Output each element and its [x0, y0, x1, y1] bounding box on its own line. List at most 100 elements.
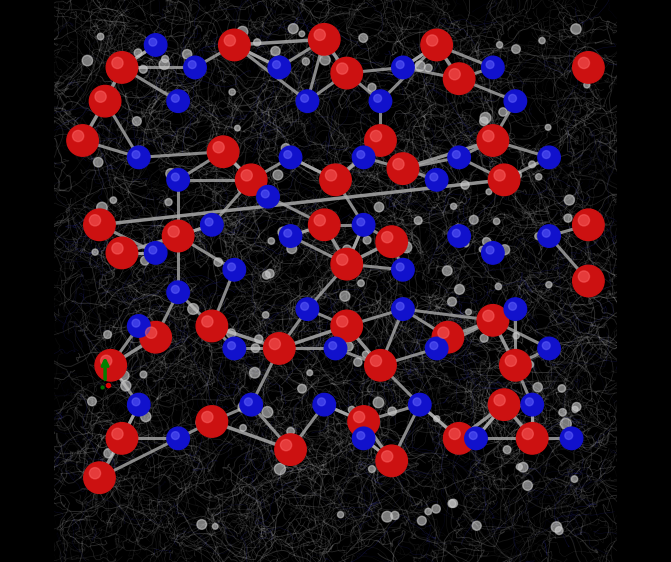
Circle shape [401, 242, 412, 253]
Circle shape [488, 389, 520, 420]
Circle shape [189, 61, 196, 69]
Circle shape [538, 225, 560, 247]
Circle shape [320, 55, 330, 65]
Circle shape [382, 136, 394, 147]
Circle shape [388, 407, 397, 415]
Circle shape [454, 284, 464, 294]
Circle shape [578, 271, 590, 282]
Circle shape [365, 125, 396, 156]
Circle shape [525, 398, 533, 406]
Circle shape [168, 226, 179, 237]
Circle shape [241, 170, 252, 181]
Circle shape [423, 43, 429, 49]
Circle shape [548, 230, 556, 238]
Circle shape [278, 227, 288, 237]
Circle shape [480, 117, 488, 125]
Circle shape [480, 112, 491, 123]
Circle shape [92, 249, 98, 255]
Circle shape [309, 209, 340, 241]
Circle shape [95, 350, 126, 381]
Circle shape [442, 266, 452, 275]
Circle shape [215, 317, 226, 328]
Circle shape [110, 197, 117, 203]
Circle shape [171, 173, 179, 181]
Circle shape [482, 130, 494, 142]
Circle shape [262, 406, 273, 418]
Circle shape [271, 47, 280, 56]
Circle shape [238, 185, 244, 192]
Circle shape [359, 34, 368, 42]
Circle shape [324, 337, 347, 360]
Circle shape [101, 355, 112, 366]
Circle shape [529, 161, 535, 168]
Circle shape [505, 355, 517, 366]
Circle shape [331, 248, 362, 280]
Circle shape [89, 85, 121, 117]
Circle shape [358, 280, 364, 287]
Circle shape [415, 61, 425, 71]
Circle shape [301, 94, 309, 102]
Circle shape [257, 185, 279, 208]
Circle shape [274, 464, 285, 475]
Circle shape [144, 34, 167, 56]
Circle shape [448, 500, 456, 507]
Circle shape [202, 411, 213, 423]
Circle shape [340, 291, 350, 301]
Circle shape [486, 246, 494, 254]
Circle shape [437, 327, 449, 338]
Circle shape [104, 448, 113, 458]
Circle shape [141, 411, 151, 422]
Circle shape [287, 244, 297, 253]
Circle shape [522, 428, 533, 439]
Circle shape [494, 170, 505, 181]
Circle shape [393, 158, 404, 170]
Circle shape [376, 226, 407, 257]
Circle shape [494, 395, 505, 406]
Circle shape [144, 242, 167, 264]
Circle shape [572, 402, 581, 411]
Circle shape [72, 130, 84, 142]
Circle shape [365, 350, 396, 381]
Circle shape [392, 298, 414, 320]
Circle shape [542, 229, 550, 237]
Circle shape [382, 232, 393, 243]
Circle shape [552, 522, 562, 532]
Circle shape [238, 402, 248, 413]
Circle shape [197, 66, 203, 72]
Circle shape [237, 26, 248, 37]
Circle shape [482, 238, 491, 246]
Circle shape [317, 398, 325, 406]
Circle shape [352, 214, 375, 236]
Circle shape [457, 157, 463, 164]
Circle shape [104, 330, 111, 338]
Circle shape [337, 316, 348, 327]
Circle shape [396, 302, 404, 310]
Circle shape [140, 321, 171, 353]
Circle shape [538, 146, 560, 169]
Circle shape [470, 215, 478, 224]
Circle shape [268, 56, 291, 79]
Circle shape [331, 310, 362, 342]
Circle shape [472, 521, 481, 531]
Circle shape [197, 520, 207, 529]
Circle shape [140, 371, 147, 378]
Circle shape [236, 164, 267, 196]
Circle shape [117, 256, 127, 266]
Circle shape [503, 446, 511, 454]
Circle shape [302, 58, 309, 65]
Circle shape [369, 90, 392, 112]
Circle shape [188, 303, 199, 314]
Circle shape [518, 463, 528, 472]
Circle shape [112, 243, 123, 254]
Circle shape [417, 516, 426, 525]
Circle shape [433, 416, 440, 422]
Circle shape [448, 225, 470, 247]
Circle shape [227, 342, 236, 350]
Circle shape [212, 317, 218, 323]
Circle shape [112, 428, 123, 439]
Circle shape [535, 174, 542, 180]
Circle shape [281, 144, 291, 153]
Circle shape [444, 423, 475, 454]
Circle shape [162, 220, 194, 252]
Circle shape [572, 265, 604, 297]
